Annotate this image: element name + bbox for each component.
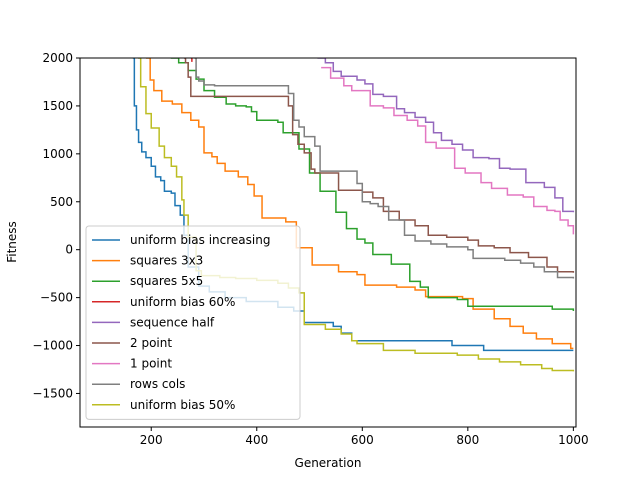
legend-entry: uniform bias 60% xyxy=(130,295,235,309)
y-tick-label: −500 xyxy=(40,291,73,305)
y-tick-label: 0 xyxy=(65,243,73,257)
series-line-2 xyxy=(170,58,575,312)
legend-entry: sequence half xyxy=(130,315,215,329)
legend: uniform bias increasing squares 3x3 square… xyxy=(85,225,301,420)
y-tick-label: 1000 xyxy=(42,147,73,161)
series-line-4 xyxy=(317,58,575,213)
axis-ticks: 200 400 600 800 1000 −1500 −1000 −500 0 500 1000 15… xyxy=(32,51,588,447)
legend-entry: squares 3x3 xyxy=(130,254,203,268)
x-tick-label: 800 xyxy=(456,433,479,447)
series-line-1 xyxy=(145,58,574,350)
legend-entry: squares 5x5 xyxy=(130,274,203,288)
y-tick-label: 500 xyxy=(50,195,73,209)
y-tick-label: −1500 xyxy=(32,386,73,400)
x-axis-label: Generation xyxy=(295,456,362,470)
x-tick-label: 600 xyxy=(351,433,374,447)
legend-entry: uniform bias increasing xyxy=(130,233,270,247)
y-tick-label: −1000 xyxy=(32,339,73,353)
legend-box xyxy=(85,225,301,420)
legend-entry: uniform bias 50% xyxy=(130,398,235,412)
legend-entry: 2 point xyxy=(130,336,172,350)
x-tick-label: 200 xyxy=(140,433,163,447)
y-axis-label: Fitness xyxy=(5,221,19,263)
plot-frame xyxy=(79,57,577,428)
series-line-7 xyxy=(194,58,575,279)
y-tick-label: 2000 xyxy=(42,51,73,65)
series-line-5 xyxy=(183,58,575,273)
legend-entry: 1 point xyxy=(130,357,172,371)
series-line-6 xyxy=(321,66,575,235)
y-tick-label: 1500 xyxy=(42,99,73,113)
legend-entry: rows cols xyxy=(130,377,185,391)
series-line-3 xyxy=(190,58,193,62)
x-tick-label: 1000 xyxy=(558,433,589,447)
x-tick-label: 400 xyxy=(245,433,268,447)
